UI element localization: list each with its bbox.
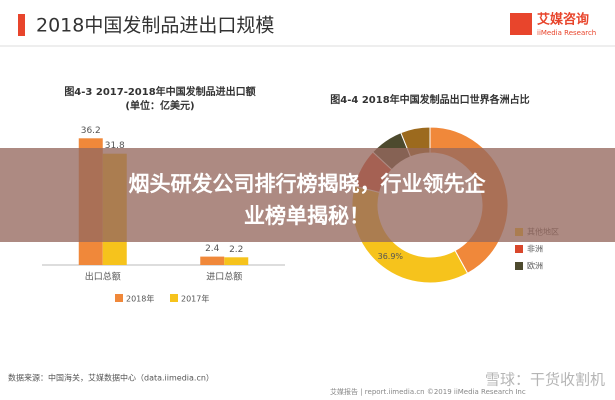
chart-subtitle: (单位：亿美元) — [125, 99, 194, 112]
data-label: 31.8 — [105, 141, 125, 151]
overlay-title: 烟头研发公司排行榜揭晓，行业领先企 — [129, 172, 487, 196]
legend-swatch — [515, 262, 523, 270]
logo: 艾媒咨询 — [537, 12, 589, 28]
header-accent — [18, 14, 25, 36]
source: 数据来源：中国海关，艾媒数据中心（data.iimedia.cn） — [8, 373, 214, 383]
data-label: 36.2 — [81, 126, 101, 136]
legend-swatch — [170, 294, 178, 302]
legend-label: 2018年 — [126, 294, 154, 304]
legend-label: 2017年 — [181, 294, 209, 304]
chart-title: 图4-4 2018年中国发制品出口世界各洲占比 — [330, 93, 529, 106]
logo-icon — [510, 13, 532, 35]
bar — [224, 257, 249, 265]
header-title: 2018中国发制品进出口规模 — [36, 15, 274, 37]
x-tick-label: 出口总额 — [85, 271, 121, 283]
overlay-band — [0, 148, 615, 242]
logo-sub: iiMedia Research — [537, 29, 596, 37]
legend-label: 非洲 — [527, 244, 543, 254]
watermark: 雪球：干货收割机 — [485, 371, 605, 389]
data-label: 2.2 — [229, 245, 243, 255]
overlay-title: 业榜单揭秘！ — [244, 204, 370, 228]
legend-swatch — [515, 245, 523, 253]
legend-label: 欧洲 — [527, 261, 543, 271]
bar — [200, 256, 225, 265]
data-label: 36.9% — [378, 252, 404, 261]
legend-swatch — [115, 294, 123, 302]
chart-title: 图4-3 2017-2018年中国发制品进出口额 — [64, 85, 255, 98]
x-tick-label: 进口总额 — [206, 271, 242, 283]
footer-report: 艾媒报告 | report.iimedia.cn ©2019 iiMedia R… — [330, 387, 526, 396]
data-label: 2.4 — [205, 244, 220, 254]
